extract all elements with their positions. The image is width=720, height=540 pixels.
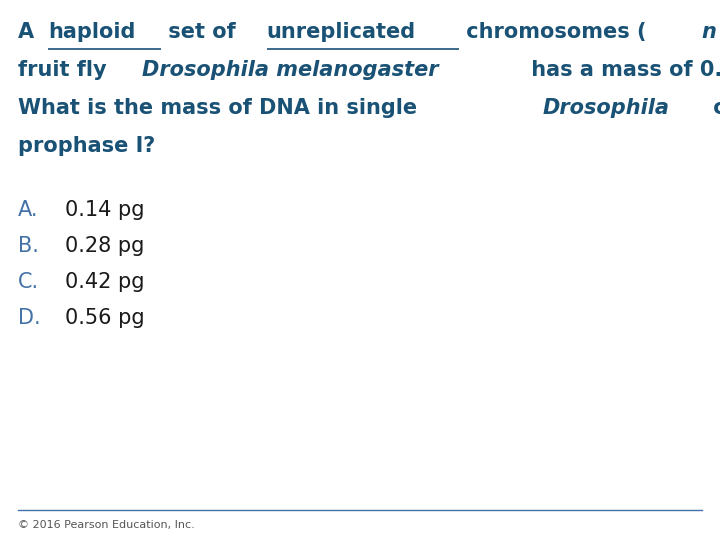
Text: Drosophila melanogaster: Drosophila melanogaster xyxy=(142,60,438,80)
Text: set of: set of xyxy=(161,22,243,42)
Text: C.: C. xyxy=(18,272,39,292)
Text: fruit fly: fruit fly xyxy=(18,60,114,80)
Text: chromosomes (: chromosomes ( xyxy=(459,22,647,42)
Text: 0.42 pg: 0.42 pg xyxy=(65,272,145,292)
Text: cell in: cell in xyxy=(706,98,720,118)
Text: has a mass of 0.14 pg.: has a mass of 0.14 pg. xyxy=(524,60,720,80)
Text: D.: D. xyxy=(18,308,40,328)
Text: 0.28 pg: 0.28 pg xyxy=(65,236,145,256)
Text: © 2016 Pearson Education, Inc.: © 2016 Pearson Education, Inc. xyxy=(18,520,194,530)
Text: n: n xyxy=(701,22,716,42)
Text: unreplicated: unreplicated xyxy=(266,22,416,42)
Text: A.: A. xyxy=(18,200,38,220)
Text: 0.14 pg: 0.14 pg xyxy=(65,200,145,220)
Text: What is the mass of DNA in single: What is the mass of DNA in single xyxy=(18,98,424,118)
Text: prophase I?: prophase I? xyxy=(18,136,156,156)
Text: Drosophila: Drosophila xyxy=(542,98,670,118)
Text: 0.56 pg: 0.56 pg xyxy=(65,308,145,328)
Text: haploid: haploid xyxy=(48,22,135,42)
Text: B.: B. xyxy=(18,236,39,256)
Text: A: A xyxy=(18,22,41,42)
